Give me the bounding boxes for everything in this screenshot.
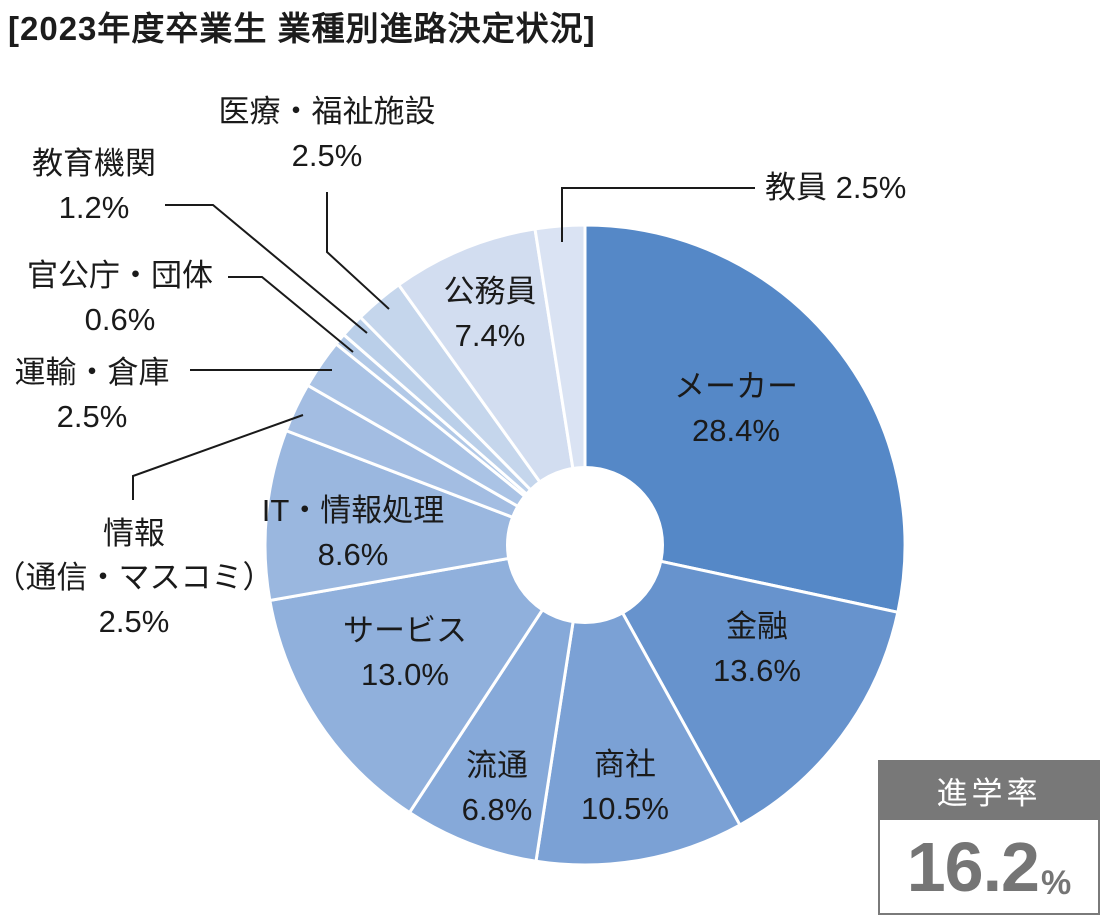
slice-label-line: 教員 2.5% xyxy=(765,170,907,205)
slice-label-line: 2.5% xyxy=(98,604,170,639)
slice-label-trading: 商社 10.5% xyxy=(581,743,669,831)
pie-slice-trading xyxy=(534,540,742,867)
slice-label-line: 教育機関 xyxy=(32,146,156,181)
leader-line-government xyxy=(228,276,354,353)
slice-label-transport: 運輸・倉庫 2.5% xyxy=(15,351,170,439)
donut-hole xyxy=(506,466,664,624)
advancement-rate-title: 進学率 xyxy=(878,760,1100,820)
slice-label-line: 商社 xyxy=(594,747,656,782)
leader-line-info-media xyxy=(132,414,304,500)
leader-line-education xyxy=(165,204,368,334)
pie-slice-maker xyxy=(583,223,907,615)
slice-label-line: 公務員 xyxy=(443,274,537,309)
pie-slice-finance xyxy=(582,542,900,828)
slice-label-finance: 金融 13.6% xyxy=(713,605,801,693)
slice-label-it: IT・情報処理 8.6% xyxy=(262,489,445,577)
slice-label-line: 13.0% xyxy=(361,657,449,692)
slice-label-line: 0.6% xyxy=(84,302,156,337)
slice-label-line: 1.2% xyxy=(58,190,130,225)
pie-slice-service xyxy=(268,542,589,815)
slice-label-line: （通信・マスコミ） xyxy=(0,560,274,595)
slice-label-service: サービス 13.0% xyxy=(343,609,467,697)
leader-line-medical xyxy=(326,192,390,310)
slice-label-line: 13.6% xyxy=(713,653,801,688)
advancement-rate-badge: 進学率 16.2% xyxy=(878,760,1100,915)
leader-line-teacher xyxy=(561,187,755,242)
pie-slice-teacher xyxy=(533,223,587,546)
slice-label-line: 流通 xyxy=(465,748,528,783)
slice-label-line: 医療・福祉施設 xyxy=(218,94,436,129)
chart-title: [2023年度卒業生 業種別進路決定状況] xyxy=(8,10,596,47)
slice-label-maker: メーカー 28.4% xyxy=(674,365,798,453)
slice-label-education: 教育機関 1.2% xyxy=(32,142,156,230)
advancement-rate-value: 16.2 xyxy=(906,827,1040,906)
slice-label-info-media: 情報 （通信・マスコミ） 2.5% xyxy=(0,512,274,644)
slice-label-civil-servant: 公務員 7.4% xyxy=(444,270,537,358)
slice-label-line: 金融 xyxy=(726,609,788,644)
pie-slice-distribution xyxy=(407,544,587,863)
slice-label-government: 官公庁・団体 0.6% xyxy=(27,254,213,342)
pie-slice-civil-servant xyxy=(396,227,587,546)
slice-label-line: 10.5% xyxy=(581,791,669,826)
slice-label-line: 情報 xyxy=(103,516,165,551)
slice-label-line: 8.6% xyxy=(317,537,389,572)
slice-label-line: サービス xyxy=(343,613,467,648)
slice-label-line: 7.4% xyxy=(454,318,526,353)
advancement-rate-unit: % xyxy=(1041,864,1072,902)
slice-label-medical: 医療・福祉施設 2.5% xyxy=(219,90,436,178)
slice-label-line: 運輸・倉庫 xyxy=(14,355,170,390)
pie-slice-it xyxy=(263,428,591,603)
slice-label-teacher: 教員 2.5% xyxy=(765,166,906,210)
slice-label-line: メーカー xyxy=(674,369,798,404)
advancement-rate-value-box: 16.2% xyxy=(878,820,1100,915)
slice-label-line: 6.8% xyxy=(461,792,533,827)
slice-label-line: 28.4% xyxy=(692,413,780,448)
slice-label-line: 2.5% xyxy=(291,138,363,173)
slice-label-line: 2.5% xyxy=(56,399,128,434)
slice-label-distribution: 流通 6.8% xyxy=(462,744,533,832)
slice-label-line: 官公庁・団体 xyxy=(27,258,213,293)
slice-label-line: IT・情報処理 xyxy=(261,493,445,528)
